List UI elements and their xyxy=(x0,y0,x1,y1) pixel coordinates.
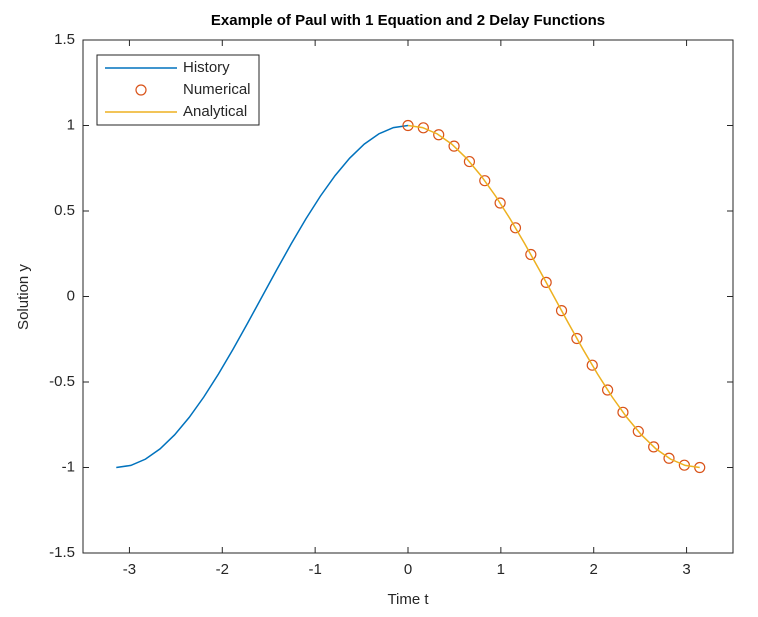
y-axis-label: Solution y xyxy=(15,264,32,330)
data-point xyxy=(678,459,690,471)
series-line xyxy=(116,124,409,469)
legend-label: History xyxy=(183,59,230,76)
data-point xyxy=(494,197,506,209)
y-tick-label: -1 xyxy=(62,458,75,475)
series-line xyxy=(407,124,700,469)
x-tick-label: 2 xyxy=(590,561,598,578)
y-tick-label: 0.5 xyxy=(54,202,75,219)
legend-label: Analytical xyxy=(183,103,247,120)
data-point xyxy=(540,276,552,288)
data-point xyxy=(617,406,629,418)
legend-marker xyxy=(135,84,147,96)
y-tick-label: 1.5 xyxy=(54,31,75,48)
legend-box xyxy=(96,54,260,126)
x-tick-label: 0 xyxy=(404,561,412,578)
data-point xyxy=(571,332,583,345)
x-tick-label: 1 xyxy=(497,561,505,578)
data-point xyxy=(479,175,491,187)
data-point xyxy=(663,452,675,464)
axes-box xyxy=(82,39,734,554)
x-tick-label: -3 xyxy=(123,561,136,578)
data-point xyxy=(632,425,644,438)
data-point xyxy=(448,140,460,152)
data-point xyxy=(417,122,429,134)
data-point xyxy=(509,222,522,234)
y-tick-label: 0 xyxy=(67,287,75,304)
x-tick-label: -1 xyxy=(308,561,321,578)
data-point xyxy=(555,305,568,317)
data-point xyxy=(525,248,537,261)
y-tick-label: -1.5 xyxy=(49,544,75,561)
data-point xyxy=(586,359,598,371)
x-tick-label: -2 xyxy=(216,561,229,578)
chart-title: Example of Paul with 1 Equation and 2 De… xyxy=(211,12,605,29)
y-tick-label: 1 xyxy=(67,116,75,133)
x-axis-label: Time t xyxy=(387,591,429,608)
y-tick-label: -0.5 xyxy=(49,373,75,390)
data-point xyxy=(433,129,445,141)
x-tick-label: 3 xyxy=(682,561,690,578)
legend-label: Numerical xyxy=(183,81,251,98)
data-point xyxy=(463,155,476,168)
data-point xyxy=(601,384,614,396)
data-point xyxy=(648,441,660,453)
